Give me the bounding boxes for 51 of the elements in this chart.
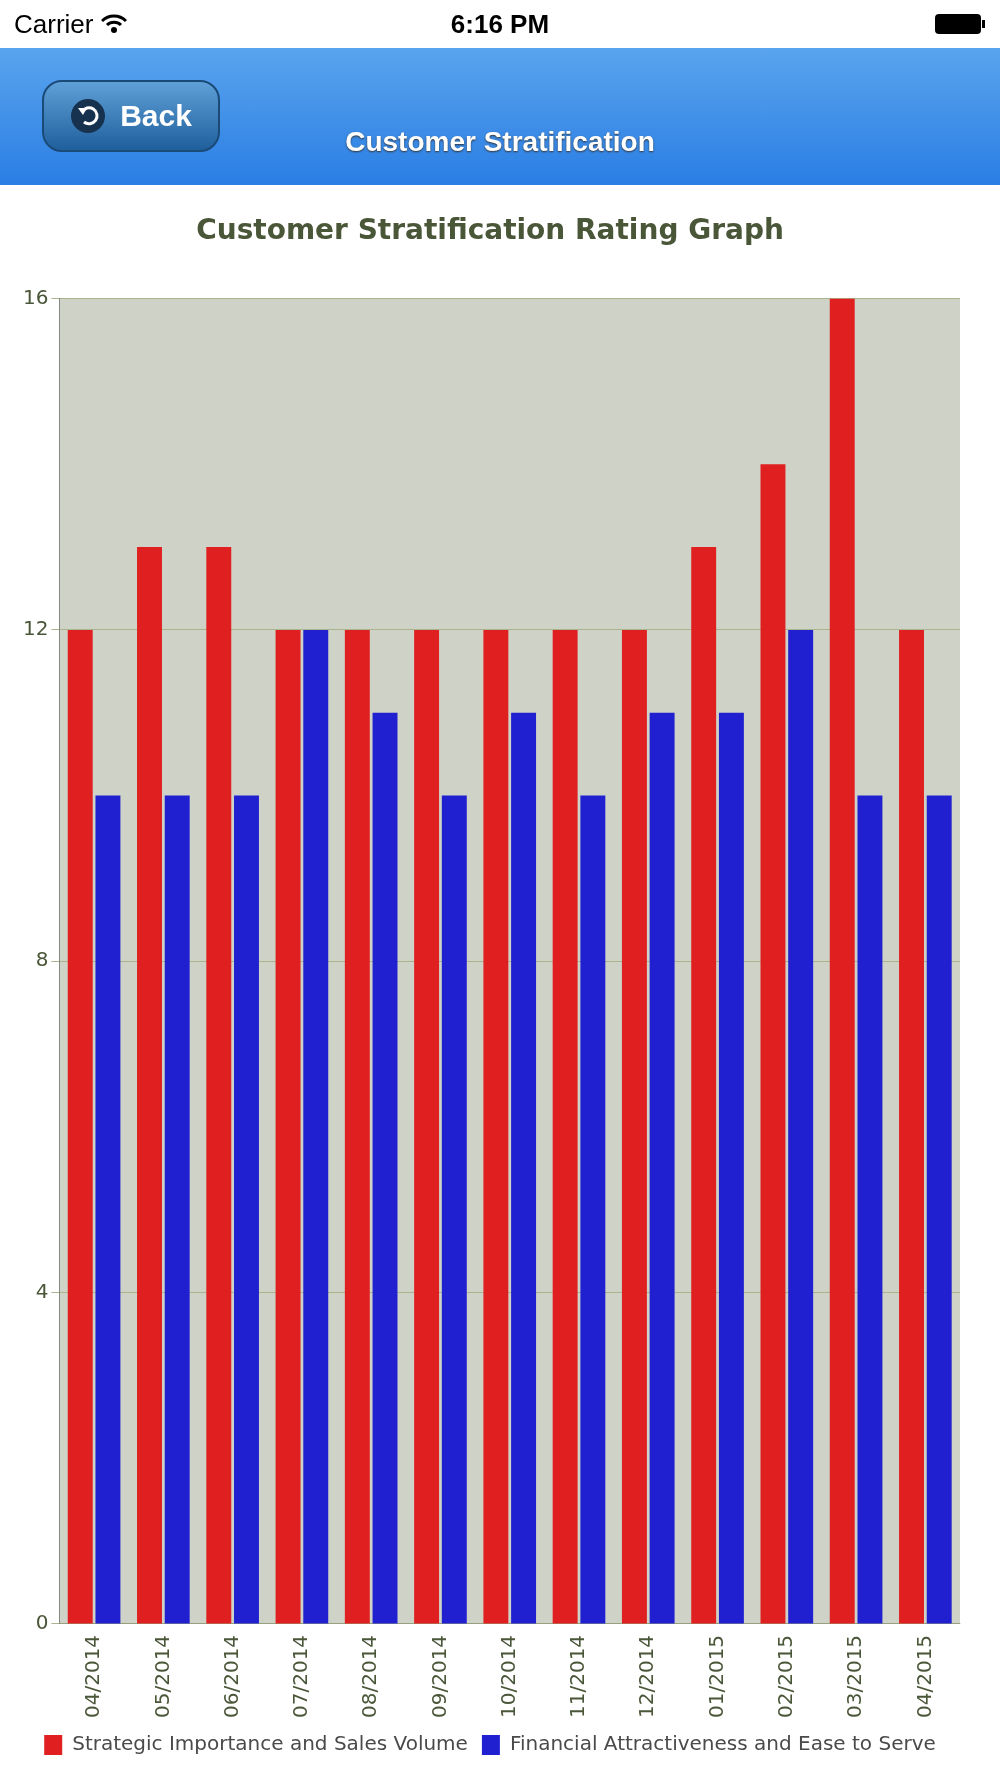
text: 6:16 PM [450,8,550,39]
text: Carrier [14,8,94,40]
x-tick-label: 03/2015 [842,1634,867,1719]
bar [857,795,883,1624]
y-tick-label: 8 [35,947,49,972]
bar [552,629,578,1624]
bar [691,547,717,1624]
bar [234,795,259,1624]
y-tick-label: 0 [35,1610,49,1635]
bar [414,629,440,1624]
bar [303,629,329,1624]
bar [511,712,537,1624]
y-tick-label: 4 [35,1278,49,1303]
bar [164,795,190,1624]
bar [829,298,855,1624]
bar [344,629,370,1624]
x-tick-label: 01/2015 [703,1634,728,1719]
x-tick-label: 05/2014 [149,1634,174,1719]
x-tick-label: 06/2014 [218,1634,243,1719]
legend-label: Financial Attractiveness and Ease to Serve [509,1731,936,1756]
text: Back [120,99,192,133]
bar [483,629,509,1624]
x-tick-label: 04/2014 [80,1634,105,1719]
chart-title: Customer Stratification Rating Graph [196,213,784,247]
x-tick-label: 11/2014 [565,1634,590,1719]
bar [206,547,232,1624]
x-tick-label: 10/2014 [495,1634,520,1719]
bar [137,547,162,1624]
x-tick-label: 09/2014 [426,1634,451,1719]
x-tick-label: 08/2014 [357,1634,382,1719]
legend-label: Strategic Importance and Sales Volume [72,1731,468,1756]
bar [926,795,952,1624]
bar [788,629,814,1624]
x-tick-label: 02/2015 [773,1634,798,1719]
bar [580,795,606,1624]
bar [372,712,398,1624]
bar [649,712,675,1624]
y-tick-label: 12 [23,616,49,641]
bar [275,629,301,1624]
x-tick-label: 12/2014 [634,1634,659,1719]
x-tick-label: 04/2015 [911,1634,936,1719]
bar [441,795,467,1624]
bar [67,629,93,1624]
chart-subtitle: Customer Stratification [345,126,655,157]
bar [95,795,121,1624]
bar [718,712,744,1624]
bar [760,464,786,1624]
bar [621,629,647,1624]
y-tick-label: 16 [23,284,49,309]
bar [899,629,924,1624]
x-tick-label: 07/2014 [288,1634,313,1719]
